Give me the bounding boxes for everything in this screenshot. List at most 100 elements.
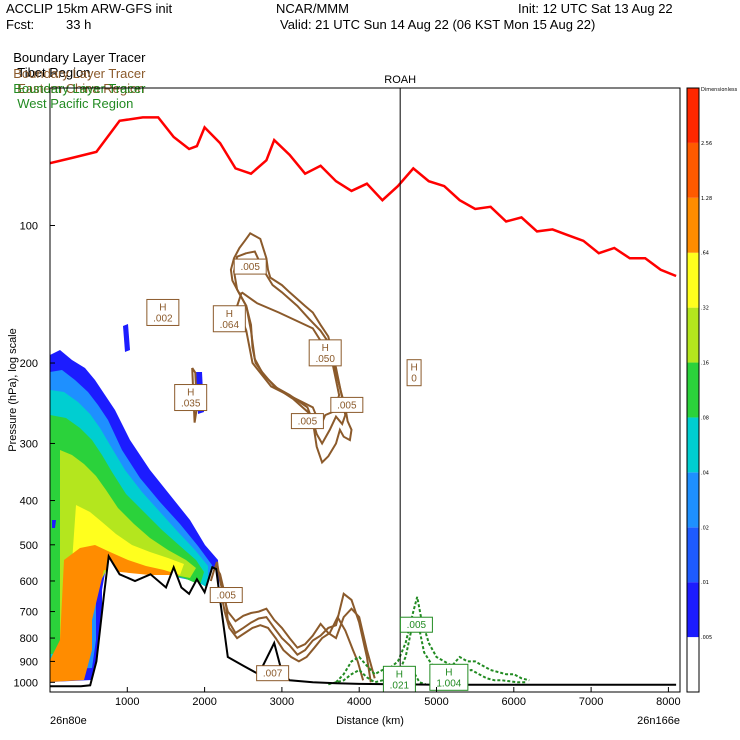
init-time: Init: 12 UTC Sat 13 Aug 22 bbox=[518, 1, 673, 16]
west-pacific-contours bbox=[328, 596, 530, 686]
annotation-box bbox=[146, 298, 180, 326]
terrain-mask bbox=[50, 556, 677, 692]
annotation-label: .005 bbox=[233, 258, 267, 275]
annotation-text: H bbox=[396, 669, 403, 680]
x-axis-title: Distance (km) bbox=[336, 715, 404, 727]
annotation-text: .005 bbox=[407, 620, 427, 631]
annotation-box bbox=[233, 258, 267, 275]
legend-tibet: Boundary Layer Tracer Tibet Region bbox=[6, 35, 145, 80]
west-pacific-contour bbox=[335, 596, 530, 683]
y-tick-label: 100 bbox=[20, 221, 38, 233]
annotation-text: .035 bbox=[181, 399, 201, 410]
y-tick-label: 200 bbox=[20, 358, 38, 370]
annotation-text: H bbox=[187, 388, 194, 399]
x-tick-label: 2000 bbox=[192, 696, 216, 708]
legend-eastern-china-name: Boundary Layer Tracer bbox=[13, 66, 146, 81]
annotation-text: H bbox=[159, 302, 166, 313]
annotation-box bbox=[399, 616, 433, 633]
colorbar-tick-label: .01 bbox=[701, 580, 709, 586]
x-start-label: 26n80e bbox=[50, 715, 87, 727]
x-tick-label: 3000 bbox=[270, 696, 294, 708]
colorbar-tick-label: .005 bbox=[701, 635, 712, 641]
annotation-label: .005 bbox=[399, 616, 433, 633]
annotation-label: H.002 bbox=[146, 298, 180, 326]
x-tick-label: 4000 bbox=[347, 696, 371, 708]
x-tick-label: 5000 bbox=[424, 696, 448, 708]
y-tick-label: 700 bbox=[20, 607, 38, 619]
forecast-label: Fcst: bbox=[6, 17, 35, 32]
annotation-text: .007 bbox=[263, 669, 283, 680]
colorbar-segment bbox=[687, 252, 699, 308]
annotation-label: H.064 bbox=[212, 305, 246, 333]
terrain-line bbox=[50, 553, 677, 688]
annotation-box bbox=[382, 665, 416, 692]
x-tick-label: 8000 bbox=[656, 696, 680, 708]
colorbar-tick-label: 1.28 bbox=[701, 196, 712, 202]
annotation-label: H0 bbox=[406, 359, 422, 387]
annotation-box bbox=[308, 339, 342, 367]
colorbar-tick-label: 2.56 bbox=[701, 141, 712, 147]
colorbar-segment bbox=[687, 362, 699, 418]
organization-label: NCAR/MMM bbox=[276, 1, 349, 16]
colorbar: .005 .01 .02 .04 .08 .16 .32 .64 1.28 2.56 Dimensi… bbox=[686, 87, 738, 693]
legend-west-pacific-region: West Pacific Region bbox=[17, 96, 134, 111]
eastern-china-contour bbox=[236, 291, 341, 429]
annotation-text: 1.004 bbox=[436, 678, 461, 689]
colorbar-segment bbox=[687, 527, 699, 583]
annotation-box bbox=[330, 396, 364, 413]
plot-area: H.002.005H.064H.050H.035.005.005H0.005.0… bbox=[50, 88, 677, 692]
colorbar-segment bbox=[687, 472, 699, 528]
annotation-text: .005 bbox=[217, 591, 237, 602]
west-pacific-contour bbox=[328, 620, 526, 686]
annotation-text: .005 bbox=[337, 400, 357, 411]
annotation-text: .005 bbox=[298, 417, 318, 428]
shade-level-orange bbox=[50, 545, 180, 682]
y-tick-label: 600 bbox=[20, 576, 38, 588]
annotation-label: H.021 bbox=[382, 665, 416, 692]
annotation-label: .005 bbox=[330, 396, 364, 413]
x-tick-label: 6000 bbox=[502, 696, 526, 708]
colorbar-segment bbox=[687, 88, 699, 143]
annotation-label: .005 bbox=[290, 413, 324, 430]
colorbar-segment bbox=[687, 307, 699, 363]
eastern-china-contour bbox=[232, 250, 347, 446]
eastern-china-contour bbox=[219, 587, 365, 681]
colorbar-tick-label: .32 bbox=[701, 306, 709, 312]
colorbar-tick-label: .04 bbox=[701, 470, 709, 476]
legend-tibet-region: Tibet Region bbox=[17, 65, 91, 80]
shade-isolated-blue-1 bbox=[123, 324, 130, 352]
shade-level-yellow bbox=[66, 505, 184, 644]
annotation-text: .005 bbox=[240, 262, 260, 273]
tropopause-line bbox=[50, 116, 677, 278]
annotation-box bbox=[209, 587, 243, 604]
x-tick-label: 1000 bbox=[115, 696, 139, 708]
valid-time: Valid: 21 UTC Sun 14 Aug 22 (06 KST Mon … bbox=[280, 17, 596, 32]
shade-isolated-blue-3 bbox=[52, 520, 56, 528]
annotation-text: .064 bbox=[220, 320, 240, 331]
annotation-text: .021 bbox=[390, 680, 410, 691]
annotation-text: H bbox=[445, 667, 452, 678]
y-axis: 100 200 300 400 500 600 700 800 900 1000 bbox=[14, 221, 55, 689]
x-axis: 1000 2000 3000 4000 5000 6000 7000 8000 bbox=[115, 687, 681, 708]
annotation-label: H.050 bbox=[308, 339, 342, 367]
colorbar-segment bbox=[687, 142, 699, 198]
x-end-label: 26n166e bbox=[637, 715, 680, 727]
x-tick-label: 7000 bbox=[579, 696, 603, 708]
tibet-tracer-shading bbox=[50, 324, 220, 682]
eastern-china-contour bbox=[215, 566, 372, 683]
plot-frame bbox=[49, 87, 681, 693]
annotation-box bbox=[212, 305, 246, 333]
annotation-label: .005 bbox=[209, 587, 243, 604]
annotation-text: H bbox=[410, 363, 417, 374]
y-tick-label: 1000 bbox=[14, 677, 38, 689]
colorbar-frame bbox=[686, 87, 700, 693]
roah-label: ROAH bbox=[384, 74, 416, 86]
forecast-hours: 33 h bbox=[66, 17, 92, 32]
annotation-box bbox=[429, 663, 469, 691]
legend-west-pacific: Boundary Layer Tracer West Pacific Regio… bbox=[6, 66, 145, 111]
annotation-label: .007 bbox=[256, 665, 290, 682]
annotation-text: H bbox=[322, 343, 329, 354]
y-axis-title: Pressure (hPa), log scale bbox=[7, 328, 19, 452]
colorbar-segment bbox=[687, 417, 699, 473]
